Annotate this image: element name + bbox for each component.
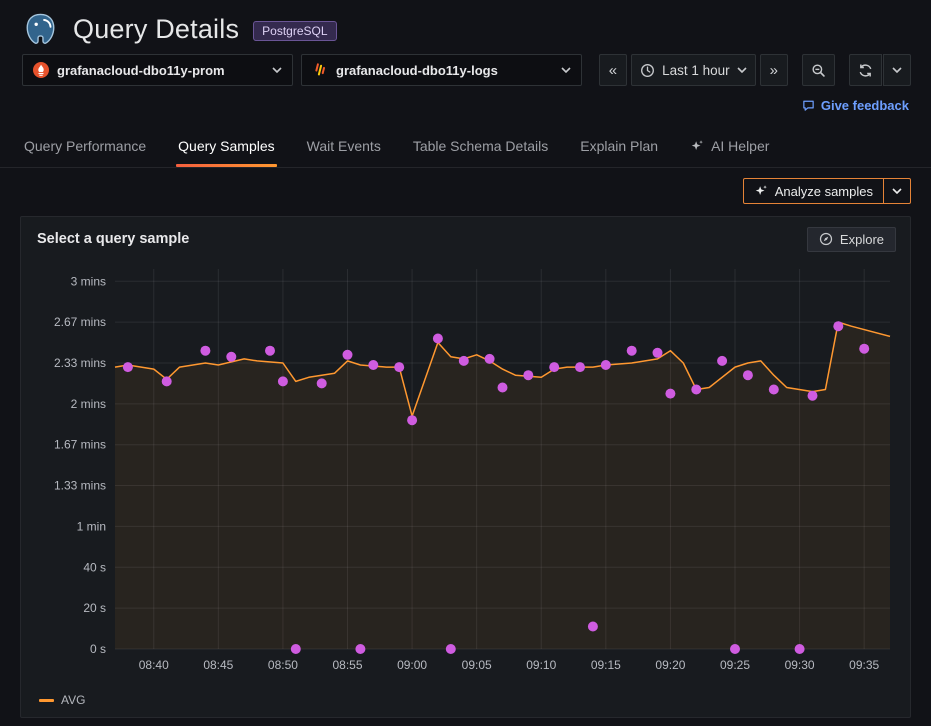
prometheus-icon bbox=[33, 62, 49, 78]
svg-text:09:15: 09:15 bbox=[591, 658, 621, 672]
page-title: Query Details bbox=[73, 13, 240, 44]
chevron-down-icon bbox=[737, 67, 747, 73]
panel-header: Select a query sample Explore bbox=[35, 225, 896, 253]
refresh-split-button bbox=[849, 54, 911, 86]
query-sample-panel: Select a query sample Explore 0 s 20 s 40 … bbox=[20, 216, 911, 718]
analyze-samples-button[interactable]: Analyze samples bbox=[744, 179, 883, 203]
svg-text:08:40: 08:40 bbox=[139, 658, 169, 672]
comment-icon bbox=[802, 99, 815, 112]
zoom-out-icon bbox=[811, 63, 826, 78]
svg-text:09:30: 09:30 bbox=[785, 658, 815, 672]
give-feedback-link[interactable]: Give feedback bbox=[802, 96, 909, 114]
svg-text:2 mins: 2 mins bbox=[71, 397, 106, 411]
tab-ai-helper[interactable]: AI Helper bbox=[688, 128, 771, 167]
chevron-down-icon bbox=[892, 67, 902, 73]
analyze-samples-label: Analyze samples bbox=[774, 183, 873, 199]
svg-text:3 mins: 3 mins bbox=[71, 274, 106, 288]
refresh-button[interactable] bbox=[849, 54, 882, 86]
legend-avg-label: AVG bbox=[61, 693, 86, 707]
tab-bar: Query Performance Query Samples Wait Eve… bbox=[0, 128, 931, 168]
explore-button[interactable]: Explore bbox=[806, 226, 896, 252]
svg-text:1 min: 1 min bbox=[77, 519, 106, 533]
legend-avg[interactable]: AVG bbox=[35, 689, 896, 711]
tab-table-schema-details[interactable]: Table Schema Details bbox=[412, 138, 549, 154]
toolbar: grafanacloud-dbo11y-prom grafanacloud-db… bbox=[0, 50, 931, 86]
svg-text:09:20: 09:20 bbox=[655, 658, 685, 672]
analyze-row: Analyze samples bbox=[0, 168, 931, 204]
page-header: Query Details PostgreSQL bbox=[0, 0, 931, 50]
chevron-down-icon bbox=[892, 188, 902, 194]
svg-text:08:55: 08:55 bbox=[332, 658, 362, 672]
refresh-interval-dropdown-button[interactable] bbox=[883, 54, 911, 86]
tab-query-performance[interactable]: Query Performance bbox=[24, 138, 147, 154]
time-shift-forward-button[interactable]: » bbox=[759, 54, 788, 86]
time-range-label: Last 1 hour bbox=[662, 62, 730, 78]
svg-text:08:45: 08:45 bbox=[203, 658, 233, 672]
prometheus-datasource-label: grafanacloud-dbo11y-prom bbox=[57, 62, 225, 78]
svg-text:40 s: 40 s bbox=[83, 560, 106, 574]
svg-text:09:25: 09:25 bbox=[720, 658, 750, 672]
time-controls: « Last 1 hour » bbox=[598, 54, 911, 86]
postgresql-badge: PostgreSQL bbox=[253, 21, 337, 41]
give-feedback-label: Give feedback bbox=[820, 97, 909, 113]
analyze-samples-dropdown-button[interactable] bbox=[884, 179, 910, 203]
double-chevron-left-icon: « bbox=[608, 61, 618, 79]
time-shift-back-button[interactable]: « bbox=[598, 54, 628, 86]
refresh-icon bbox=[858, 63, 873, 78]
svg-text:09:35: 09:35 bbox=[849, 658, 879, 672]
svg-text:09:00: 09:00 bbox=[397, 658, 427, 672]
legend-avg-swatch bbox=[39, 698, 54, 702]
compass-icon bbox=[819, 232, 833, 246]
svg-text:08:50: 08:50 bbox=[268, 658, 298, 672]
time-range-picker-button[interactable]: Last 1 hour bbox=[631, 54, 756, 86]
postgresql-logo-icon bbox=[22, 11, 59, 48]
logs-datasource-label: grafanacloud-dbo11y-logs bbox=[336, 62, 498, 78]
sparkle-icon bbox=[754, 184, 768, 198]
query-samples-chart-svg[interactable]: 0 s 20 s 40 s 1 min 1.33 mins 1.67 mins 2 mins… bbox=[35, 255, 898, 675]
svg-text:1.33 mins: 1.33 mins bbox=[54, 479, 106, 493]
svg-text:0 s: 0 s bbox=[90, 642, 106, 656]
explore-label: Explore bbox=[839, 231, 884, 247]
loki-icon bbox=[312, 62, 328, 78]
double-chevron-right-icon: » bbox=[769, 61, 778, 79]
svg-text:2.67 mins: 2.67 mins bbox=[54, 315, 106, 329]
button-divider bbox=[883, 179, 884, 203]
tab-wait-events[interactable]: Wait Events bbox=[306, 138, 381, 154]
zoom-out-button[interactable] bbox=[802, 54, 835, 86]
feedback-row: Give feedback bbox=[0, 86, 931, 114]
clock-icon bbox=[640, 63, 655, 78]
svg-text:09:05: 09:05 bbox=[462, 658, 492, 672]
panel-title: Select a query sample bbox=[37, 231, 190, 247]
sparkle-icon bbox=[690, 139, 704, 153]
tab-query-samples[interactable]: Query Samples bbox=[176, 128, 278, 167]
analyze-samples-split-button: Analyze samples bbox=[742, 178, 911, 204]
chevron-down-icon bbox=[561, 67, 571, 73]
chevron-down-icon bbox=[272, 67, 282, 73]
svg-text:2.33 mins: 2.33 mins bbox=[54, 356, 106, 370]
svg-text:09:10: 09:10 bbox=[526, 658, 556, 672]
query-samples-chart[interactable]: 0 s 20 s 40 s 1 min 1.33 mins 1.67 mins 2 mins… bbox=[35, 255, 896, 689]
logs-datasource-select[interactable]: grafanacloud-dbo11y-logs bbox=[301, 54, 582, 86]
prometheus-datasource-select[interactable]: grafanacloud-dbo11y-prom bbox=[22, 54, 293, 86]
tab-explain-plan[interactable]: Explain Plan bbox=[580, 138, 659, 154]
svg-text:20 s: 20 s bbox=[83, 601, 106, 615]
svg-text:1.67 mins: 1.67 mins bbox=[54, 438, 106, 452]
